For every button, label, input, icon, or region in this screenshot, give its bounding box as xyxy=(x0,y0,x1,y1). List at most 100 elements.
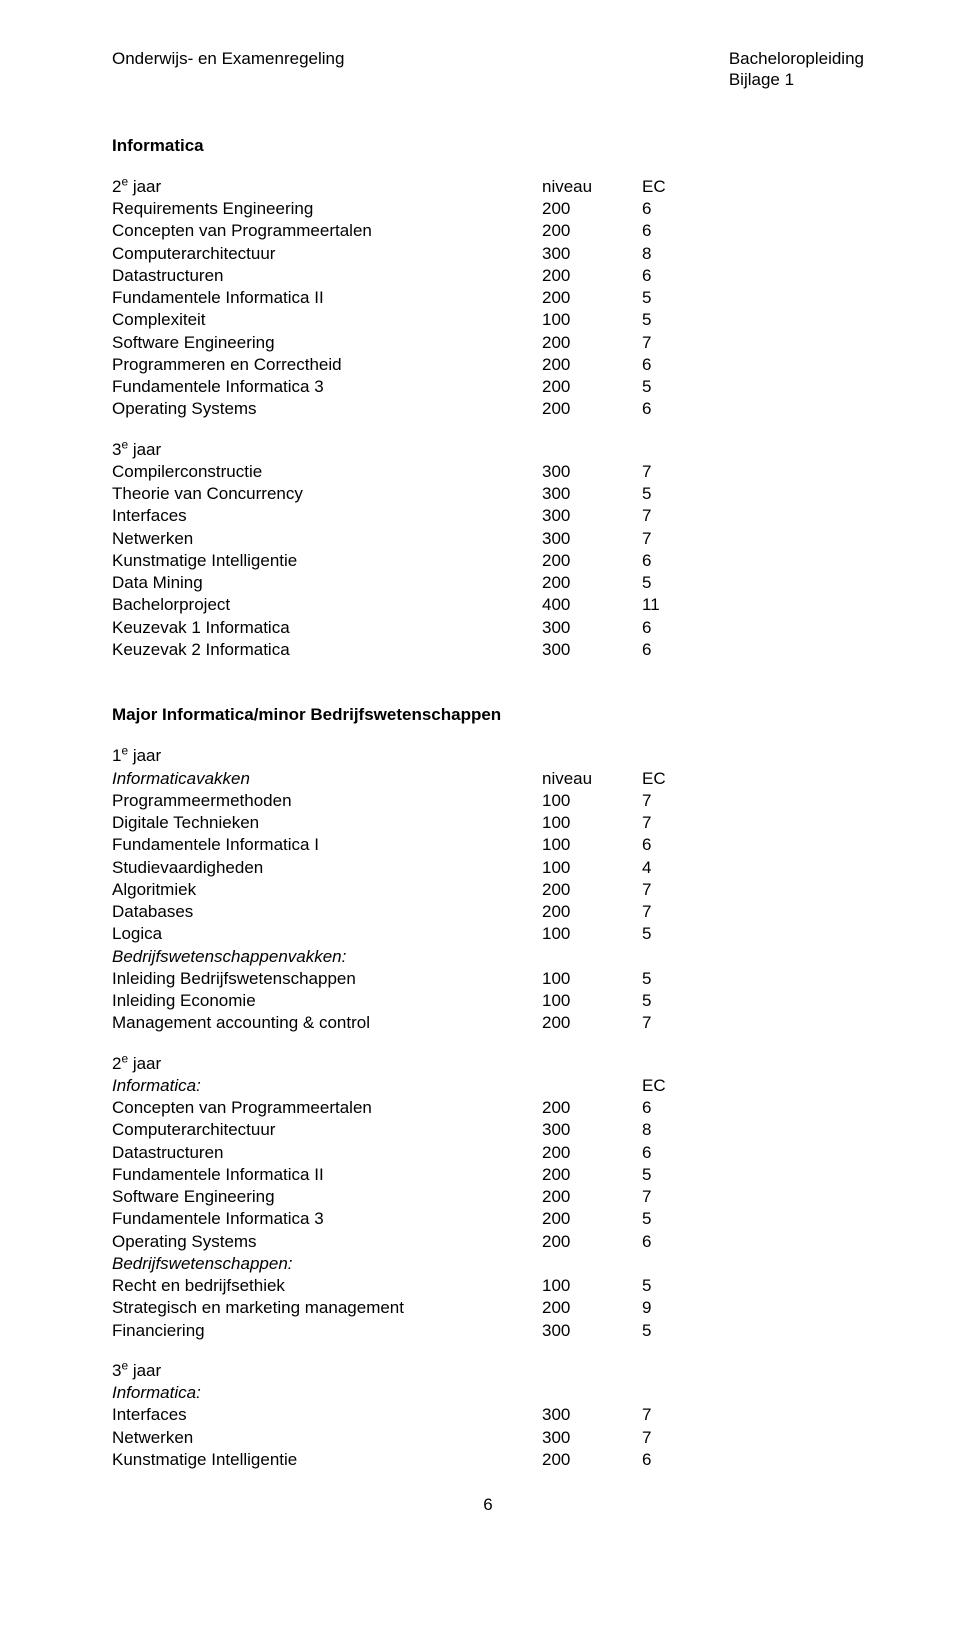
table-row: Netwerken3007 xyxy=(112,528,864,549)
course-level: 200 xyxy=(542,550,642,571)
col-header-ec: EC xyxy=(642,1075,702,1096)
course-label: Software Engineering xyxy=(112,1186,542,1207)
table-row: Fundamentele Informatica II2005 xyxy=(112,1164,864,1185)
table-row: Logica1005 xyxy=(112,923,864,944)
course-ec: 5 xyxy=(642,923,702,944)
col-header-ec: EC xyxy=(642,176,702,197)
header-right-line2: Bijlage 1 xyxy=(729,69,864,90)
course-ec: 5 xyxy=(642,287,702,308)
course-ec: 8 xyxy=(642,243,702,264)
year-3b-subhead-row: Informatica: xyxy=(112,1382,864,1403)
course-label: Operating Systems xyxy=(112,398,542,419)
col-header-ec: EC xyxy=(642,768,702,789)
course-level: 300 xyxy=(542,639,642,660)
course-level: 200 xyxy=(542,879,642,900)
course-label: Fundamentele Informatica II xyxy=(112,1164,542,1185)
course-ec: 5 xyxy=(642,572,702,593)
year-3-header: 3e jaar xyxy=(112,439,864,460)
table-row: Software Engineering2007 xyxy=(112,332,864,353)
table-row: Bachelorproject40011 xyxy=(112,594,864,615)
course-level: 100 xyxy=(542,857,642,878)
course-ec: 6 xyxy=(642,1097,702,1118)
course-label: Data Mining xyxy=(112,572,542,593)
table-row: Compilerconstructie3007 xyxy=(112,461,864,482)
table-row: Keuzevak 1 Informatica3006 xyxy=(112,617,864,638)
course-label: Interfaces xyxy=(112,1404,542,1425)
course-label: Recht en bedrijfsethiek xyxy=(112,1275,542,1296)
year-1-label: 1e jaar xyxy=(112,745,542,766)
course-ec: 6 xyxy=(642,617,702,638)
course-ec: 7 xyxy=(642,812,702,833)
course-level: 200 xyxy=(542,1186,642,1207)
course-ec: 6 xyxy=(642,550,702,571)
course-level: 200 xyxy=(542,376,642,397)
course-label: Requirements Engineering xyxy=(112,198,542,219)
course-level: 300 xyxy=(542,1119,642,1140)
year-1-subhead-row: Informaticavakken niveau EC xyxy=(112,768,864,789)
table-row: Recht en bedrijfsethiek1005 xyxy=(112,1275,864,1296)
course-label: Kunstmatige Intelligentie xyxy=(112,550,542,571)
course-ec: 5 xyxy=(642,1275,702,1296)
course-level: 200 xyxy=(542,901,642,922)
table-row: Data Mining2005 xyxy=(112,572,864,593)
course-label: Kunstmatige Intelligentie xyxy=(112,1449,542,1470)
subhead-bedrijfswetenschappenvakken-row: Bedrijfswetenschappenvakken: xyxy=(112,946,864,967)
course-label: Bachelorproject xyxy=(112,594,542,615)
table-row: Programmeermethoden1007 xyxy=(112,790,864,811)
course-label: Logica xyxy=(112,923,542,944)
course-level: 200 xyxy=(542,1142,642,1163)
section-title: Major Informatica/minor Bedrijfswetensch… xyxy=(112,704,864,725)
header-left: Onderwijs- en Examenregeling xyxy=(112,48,344,69)
course-label: Fundamentele Informatica I xyxy=(112,834,542,855)
year-3b-label-row: 3e jaar xyxy=(112,1360,864,1381)
course-label: Concepten van Programmeertalen xyxy=(112,1097,542,1118)
course-label: Programmeermethoden xyxy=(112,790,542,811)
year-3b-label: 3e jaar xyxy=(112,1360,542,1381)
course-level: 200 xyxy=(542,332,642,353)
course-level: 100 xyxy=(542,309,642,330)
course-ec: 5 xyxy=(642,968,702,989)
year-2b-label-row: 2e jaar xyxy=(112,1053,864,1074)
course-level: 300 xyxy=(542,461,642,482)
course-level: 300 xyxy=(542,617,642,638)
year-2b-rows-b: Recht en bedrijfsethiek1005Strategisch e… xyxy=(112,1275,864,1341)
course-label: Netwerken xyxy=(112,1427,542,1448)
course-ec: 7 xyxy=(642,1404,702,1425)
table-row: Requirements Engineering2006 xyxy=(112,198,864,219)
course-level: 200 xyxy=(542,1097,642,1118)
year-1-rows-a: Programmeermethoden1007Digitale Techniek… xyxy=(112,790,864,945)
course-label: Operating Systems xyxy=(112,1231,542,1252)
year-2-rows: Requirements Engineering2006Concepten va… xyxy=(112,198,864,420)
course-ec: 6 xyxy=(642,220,702,241)
subhead-informatica: Informatica: xyxy=(112,1075,542,1096)
course-ec: 11 xyxy=(642,594,702,615)
subhead-bedrijfswetenschappen: Bedrijfswetenschappen: xyxy=(112,1253,542,1274)
table-row: Datastructuren2006 xyxy=(112,1142,864,1163)
course-level: 100 xyxy=(542,790,642,811)
course-level: 200 xyxy=(542,1297,642,1318)
course-ec: 5 xyxy=(642,1208,702,1229)
course-ec: 8 xyxy=(642,1119,702,1140)
table-row: Management accounting & control2007 xyxy=(112,1012,864,1033)
year-3-label: 3e jaar xyxy=(112,439,542,460)
course-level: 300 xyxy=(542,1427,642,1448)
course-label: Concepten van Programmeertalen xyxy=(112,220,542,241)
course-label: Fundamentele Informatica 3 xyxy=(112,376,542,397)
course-ec: 5 xyxy=(642,990,702,1011)
table-row: Kunstmatige Intelligentie2006 xyxy=(112,1449,864,1470)
course-label: Management accounting & control xyxy=(112,1012,542,1033)
course-ec: 6 xyxy=(642,1142,702,1163)
course-label: Fundamentele Informatica II xyxy=(112,287,542,308)
course-level: 100 xyxy=(542,968,642,989)
table-row: Concepten van Programmeertalen2006 xyxy=(112,220,864,241)
course-label: Algoritmiek xyxy=(112,879,542,900)
course-level: 200 xyxy=(542,287,642,308)
course-ec: 7 xyxy=(642,1186,702,1207)
course-label: Computerarchitectuur xyxy=(112,1119,542,1140)
page-number: 6 xyxy=(112,1494,864,1515)
course-ec: 6 xyxy=(642,639,702,660)
course-label: Netwerken xyxy=(112,528,542,549)
subhead-informatica-3: Informatica: xyxy=(112,1382,542,1403)
course-level: 400 xyxy=(542,594,642,615)
table-row: Computerarchitectuur3008 xyxy=(112,243,864,264)
